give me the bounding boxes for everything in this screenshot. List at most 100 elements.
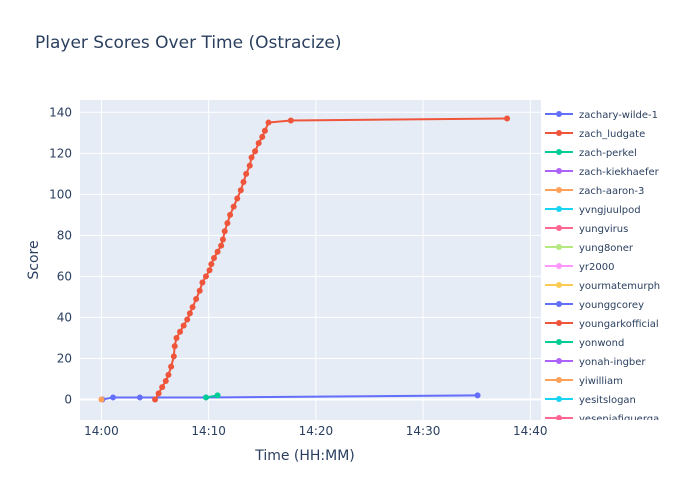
data-point xyxy=(227,211,234,218)
y-tick-label: 40 xyxy=(57,310,72,324)
legend-item[interactable]: yesenjafiguerga xyxy=(545,414,659,425)
data-point xyxy=(252,148,259,155)
legend-item[interactable]: younggcorey xyxy=(545,300,644,311)
legend-label: yesitslogan xyxy=(579,395,636,406)
series-zach-perkel xyxy=(202,392,221,401)
data-point xyxy=(173,334,180,341)
legend-marker-swatch xyxy=(556,168,562,174)
legend-item[interactable]: yvngjuulpod xyxy=(545,205,641,216)
data-point xyxy=(219,236,226,243)
legend-marker-swatch xyxy=(556,396,562,402)
legend-label: yiwilliam xyxy=(579,376,623,387)
data-point xyxy=(230,203,237,210)
plot-area xyxy=(80,100,541,420)
data-point xyxy=(98,396,105,403)
legend-item[interactable]: zach-perkel xyxy=(545,148,637,159)
legend-label: yourmatemurph xyxy=(579,281,660,292)
legend-marker-swatch xyxy=(556,111,562,117)
legend-item[interactable]: zach_ludgate xyxy=(545,129,645,140)
data-point xyxy=(504,115,511,122)
series-layer xyxy=(98,115,511,403)
data-point xyxy=(261,127,268,134)
legend-label: yungvirus xyxy=(579,224,628,235)
data-point xyxy=(246,162,253,169)
y-tick-label: 0 xyxy=(64,392,72,406)
legend-marker-swatch xyxy=(556,282,562,288)
legend-label: yesenjafiguerga xyxy=(579,414,659,425)
legend-marker-swatch xyxy=(556,339,562,345)
series-zach-aaron-3 xyxy=(98,396,105,403)
legend-marker-swatch xyxy=(556,301,562,307)
data-point xyxy=(196,287,203,294)
data-point xyxy=(184,316,191,323)
legend-item[interactable]: yiwilliam xyxy=(545,376,623,387)
legend-marker-swatch xyxy=(556,377,562,383)
data-point xyxy=(224,220,231,227)
y-tick-label: 100 xyxy=(49,187,72,201)
legend-item[interactable]: zach-aaron-3 xyxy=(545,186,644,197)
data-point xyxy=(234,195,241,202)
legend-item[interactable]: zach-kiekhaefer xyxy=(545,167,660,178)
x-axis-label: Time (HH:MM) xyxy=(254,448,355,464)
legend-item[interactable]: yesitslogan xyxy=(545,395,636,406)
data-point xyxy=(248,154,255,161)
legend-item[interactable]: yourmatemurph xyxy=(545,281,660,292)
x-tick-label: 14:10 xyxy=(191,424,226,438)
data-point xyxy=(177,328,184,335)
legend-label: yr2000 xyxy=(579,262,614,273)
legend-label: youngarkofficial xyxy=(579,319,659,330)
legend-label: yonwond xyxy=(579,338,624,349)
legend-label: zach-perkel xyxy=(579,148,637,159)
legend-marker-swatch xyxy=(556,415,562,420)
legend-marker-swatch xyxy=(556,206,562,212)
data-point xyxy=(218,242,225,249)
data-point xyxy=(162,378,169,385)
legend-label: zachary-wilde-1 xyxy=(579,110,658,121)
data-point xyxy=(237,187,244,194)
data-point xyxy=(214,248,221,255)
data-point xyxy=(202,273,209,280)
x-tick-label: 14:30 xyxy=(406,424,441,438)
legend-item[interactable]: yr2000 xyxy=(545,262,614,273)
data-point xyxy=(199,279,206,286)
data-point xyxy=(155,390,162,397)
data-point xyxy=(202,394,209,401)
data-point xyxy=(136,394,143,401)
data-point xyxy=(186,310,193,317)
legend-label: yung8oner xyxy=(579,243,634,254)
data-point xyxy=(110,394,117,401)
data-point xyxy=(168,363,175,370)
legend-marker-swatch xyxy=(556,358,562,364)
legend-marker-swatch xyxy=(556,320,562,326)
data-point xyxy=(193,295,200,302)
legend-marker-swatch xyxy=(556,244,562,250)
data-point xyxy=(180,322,187,329)
legend-item[interactable]: yonwond xyxy=(545,338,624,349)
legend-item[interactable]: yonah-ingber xyxy=(545,357,646,368)
y-tick-label: 60 xyxy=(57,269,72,283)
data-point xyxy=(189,304,196,311)
data-point xyxy=(287,117,294,124)
legend-item[interactable]: yung8oner xyxy=(545,243,634,254)
legend-label: yvngjuulpod xyxy=(579,205,641,216)
legend-marker-swatch xyxy=(556,263,562,269)
data-point xyxy=(211,254,218,261)
legend[interactable]: zachary-wilde-1 zach_ludgate zach-perkel za… xyxy=(545,110,660,425)
x-tick-label: 14:40 xyxy=(513,424,548,438)
legend-item[interactable]: zachary-wilde-1 xyxy=(545,110,658,121)
data-point xyxy=(265,119,272,126)
y-tick-label: 140 xyxy=(49,105,72,119)
data-point xyxy=(214,392,221,399)
y-tick-label: 80 xyxy=(57,228,72,242)
data-point xyxy=(221,228,228,235)
legend-item[interactable]: youngarkofficial xyxy=(545,319,659,330)
data-point xyxy=(206,267,213,274)
chart-title: Player Scores Over Time (Ostracize) xyxy=(35,33,342,53)
legend-marker-swatch xyxy=(556,225,562,231)
legend-item[interactable]: yungvirus xyxy=(545,224,628,235)
data-point xyxy=(152,396,159,403)
legend-label: zach-kiekhaefer xyxy=(579,167,660,178)
data-point xyxy=(243,170,250,177)
series-zach_ludgate xyxy=(152,115,511,403)
